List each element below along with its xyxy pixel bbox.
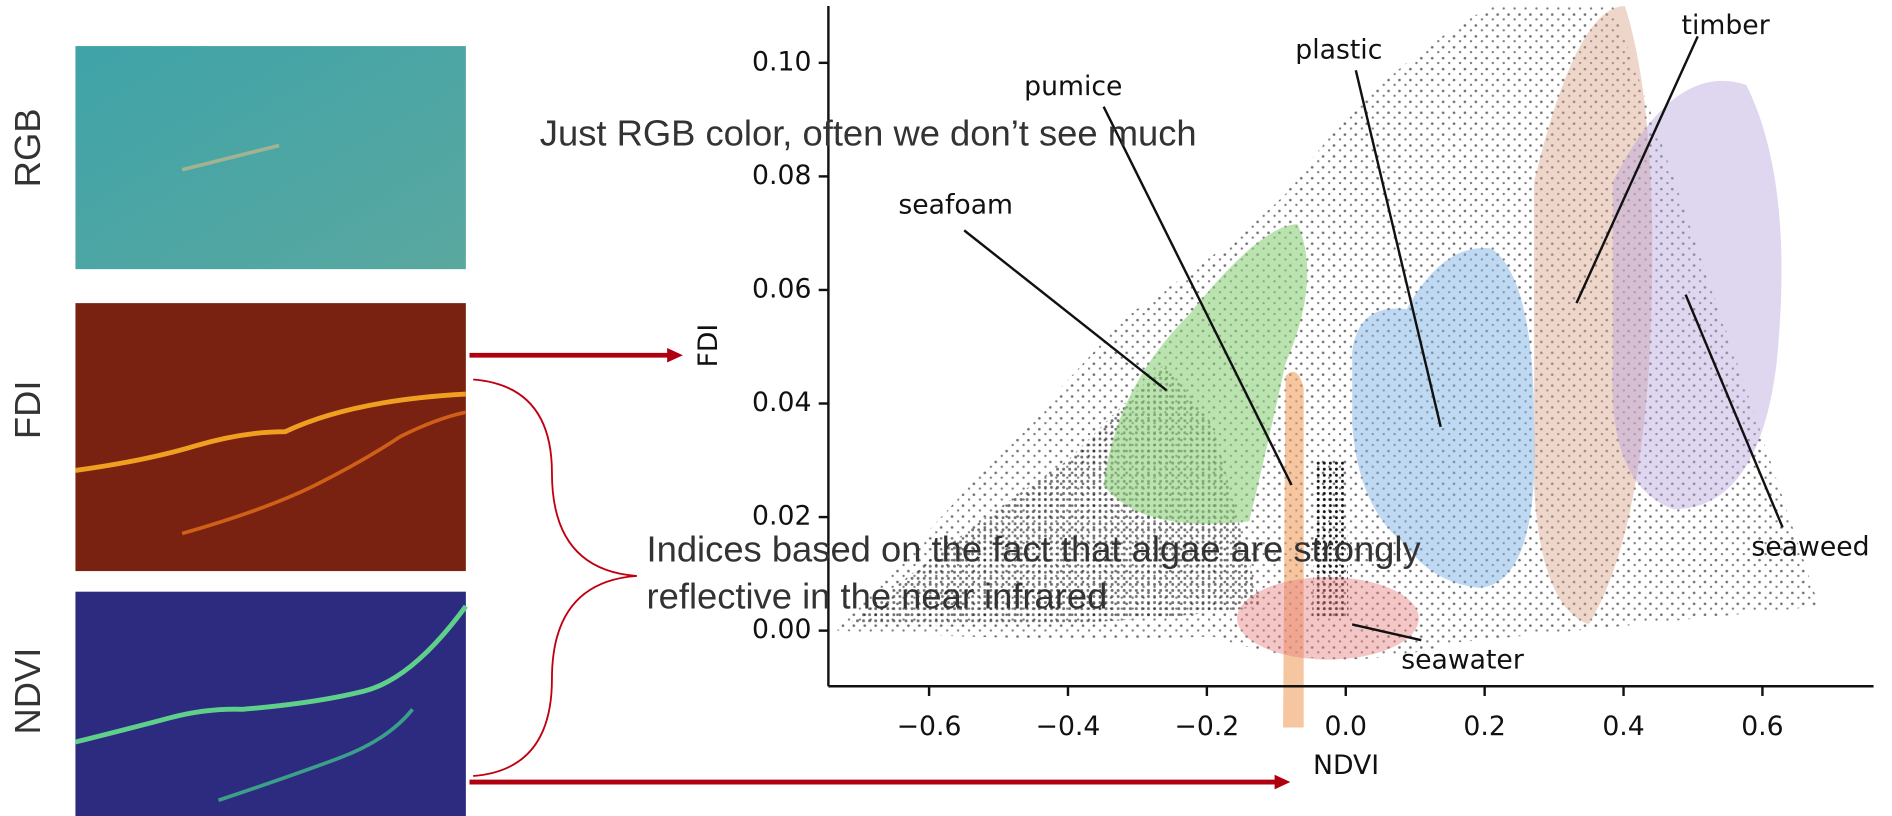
panel-label: NDVI — [7, 648, 48, 735]
annotation: seawater — [1401, 644, 1524, 675]
image-panels: RGB FDI NDVI — [7, 46, 468, 816]
caption: reflective in the near infrared — [647, 576, 1108, 617]
density-plot — [836, 6, 1819, 728]
x-tick-label: 0.4 — [1602, 711, 1644, 742]
caption: Just RGB color, often we don’t see much — [540, 112, 1197, 153]
annotation-lines — [963, 35, 1784, 642]
y-tick-label: 0.00 — [752, 614, 811, 645]
annotation: seafoam — [898, 190, 1013, 221]
rgb-image — [75, 46, 466, 270]
fdi-image — [75, 303, 466, 572]
y-tick-label: 0.04 — [752, 387, 811, 418]
y-tick-label: 0.02 — [752, 501, 811, 532]
y-tick-label: 0.06 — [752, 273, 811, 304]
x-tick-label: 0.6 — [1741, 711, 1783, 742]
caption: Indices based on the fact that algae are… — [647, 528, 1422, 569]
y-tick-label: 0.08 — [752, 160, 811, 191]
x-tick-label: −0.4 — [1036, 711, 1101, 742]
axes: NDVI FDI timber plastic pumice seafoam s… — [693, 6, 1874, 781]
annotation: timber — [1682, 10, 1770, 41]
ndvi-image — [75, 591, 466, 816]
x-tick-label: −0.2 — [1175, 711, 1240, 742]
y-tick-label: 0.10 — [752, 46, 811, 77]
connectors — [469, 347, 1291, 790]
y-axis-label: FDI — [693, 324, 724, 368]
panel-label: FDI — [7, 381, 48, 440]
x-tick-label: −0.6 — [897, 711, 962, 742]
x-tick-label: 0.2 — [1463, 711, 1505, 742]
annotation: seaweed — [1751, 532, 1869, 563]
x-axis-label: NDVI — [1313, 750, 1379, 781]
x-tick-label: 0.0 — [1325, 711, 1367, 742]
annotation: plastic — [1295, 34, 1382, 65]
panel-label: RGB — [7, 109, 48, 188]
annotation: pumice — [1024, 71, 1122, 102]
